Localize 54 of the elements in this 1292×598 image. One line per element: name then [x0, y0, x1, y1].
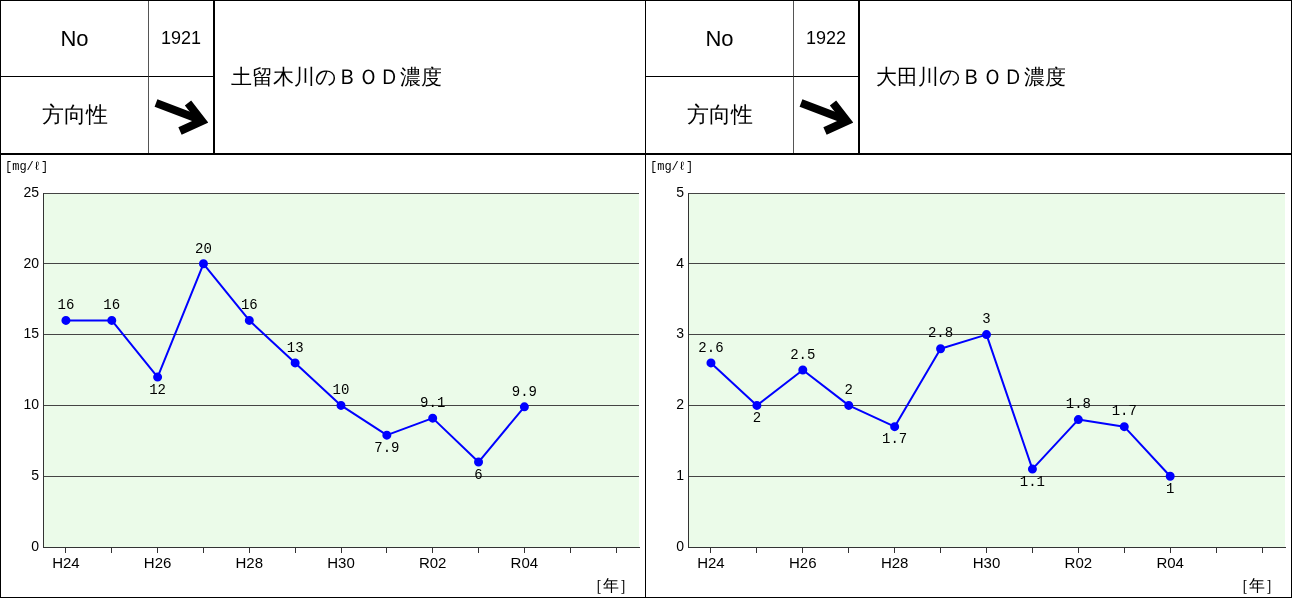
x-tick-label: H28	[235, 554, 264, 572]
y-tick-label: 5	[31, 467, 40, 484]
y-tick-label: 15	[23, 325, 40, 342]
x-tick-label: H26	[143, 554, 172, 572]
y-tick-label: 20	[23, 254, 40, 271]
x-tick-label: R02	[418, 554, 447, 572]
data-label: 16	[57, 297, 75, 314]
data-label: 2.6	[698, 339, 724, 356]
data-label: 1.7	[882, 431, 908, 448]
text: 方向性	[646, 77, 794, 153]
x-tick-label: H24	[697, 554, 725, 572]
x-tick-label: H30	[972, 554, 1001, 572]
data-label: 20	[195, 240, 212, 257]
y-tick-label: 4	[676, 254, 685, 271]
data-label: 9.9	[511, 383, 537, 400]
data-label: 12	[149, 381, 167, 398]
data-label: 3	[982, 311, 991, 328]
y-tick-label: 1	[676, 467, 685, 484]
chart-title: 土留木川のＢＯＤ濃度	[230, 64, 443, 91]
y-axis-title: [mg/ℓ]	[5, 160, 49, 175]
data-label: 13	[286, 339, 304, 356]
text: 1922	[794, 1, 860, 77]
y-tick-label: 10	[23, 396, 40, 413]
y-tick-label: 25	[23, 183, 40, 200]
chart-title: 大田川のＢＯＤ濃度	[875, 64, 1067, 91]
data-label: 1.1	[1019, 473, 1046, 490]
data-label: 1.7	[1111, 403, 1137, 420]
x-axis-title: ［年］	[1233, 576, 1281, 596]
text: No	[1, 1, 149, 77]
y-tick-label: 5	[676, 183, 685, 200]
x-tick-label: H30	[327, 554, 355, 572]
x-tick-label: R02	[1064, 554, 1093, 572]
y-axis-title: [mg/ℓ]	[650, 160, 694, 175]
data-label: 16	[103, 297, 121, 314]
data-label: 2	[844, 382, 853, 399]
data-label: 7.9	[374, 439, 400, 456]
y-tick-label: 0	[31, 537, 40, 554]
data-label: 10	[332, 382, 350, 399]
y-tick-label: 2	[676, 396, 685, 413]
x-axis-title: ［年］	[587, 576, 635, 596]
text: No	[646, 1, 794, 77]
data-label: 16	[240, 297, 258, 314]
text: 方向性	[1, 77, 149, 153]
data-label: 2.5	[790, 346, 816, 363]
data-label: 2	[752, 410, 762, 427]
x-tick-label: H26	[789, 554, 817, 572]
y-tick-label: 3	[676, 325, 685, 342]
x-tick-label: H28	[880, 554, 909, 572]
x-tick-label: H24	[52, 554, 80, 572]
text: 1921	[149, 1, 215, 77]
y-tick-label: 0	[676, 537, 685, 554]
data-label: 1	[1165, 480, 1175, 497]
x-tick-label: R04	[510, 554, 539, 572]
x-tick-label: R04	[1156, 554, 1184, 572]
